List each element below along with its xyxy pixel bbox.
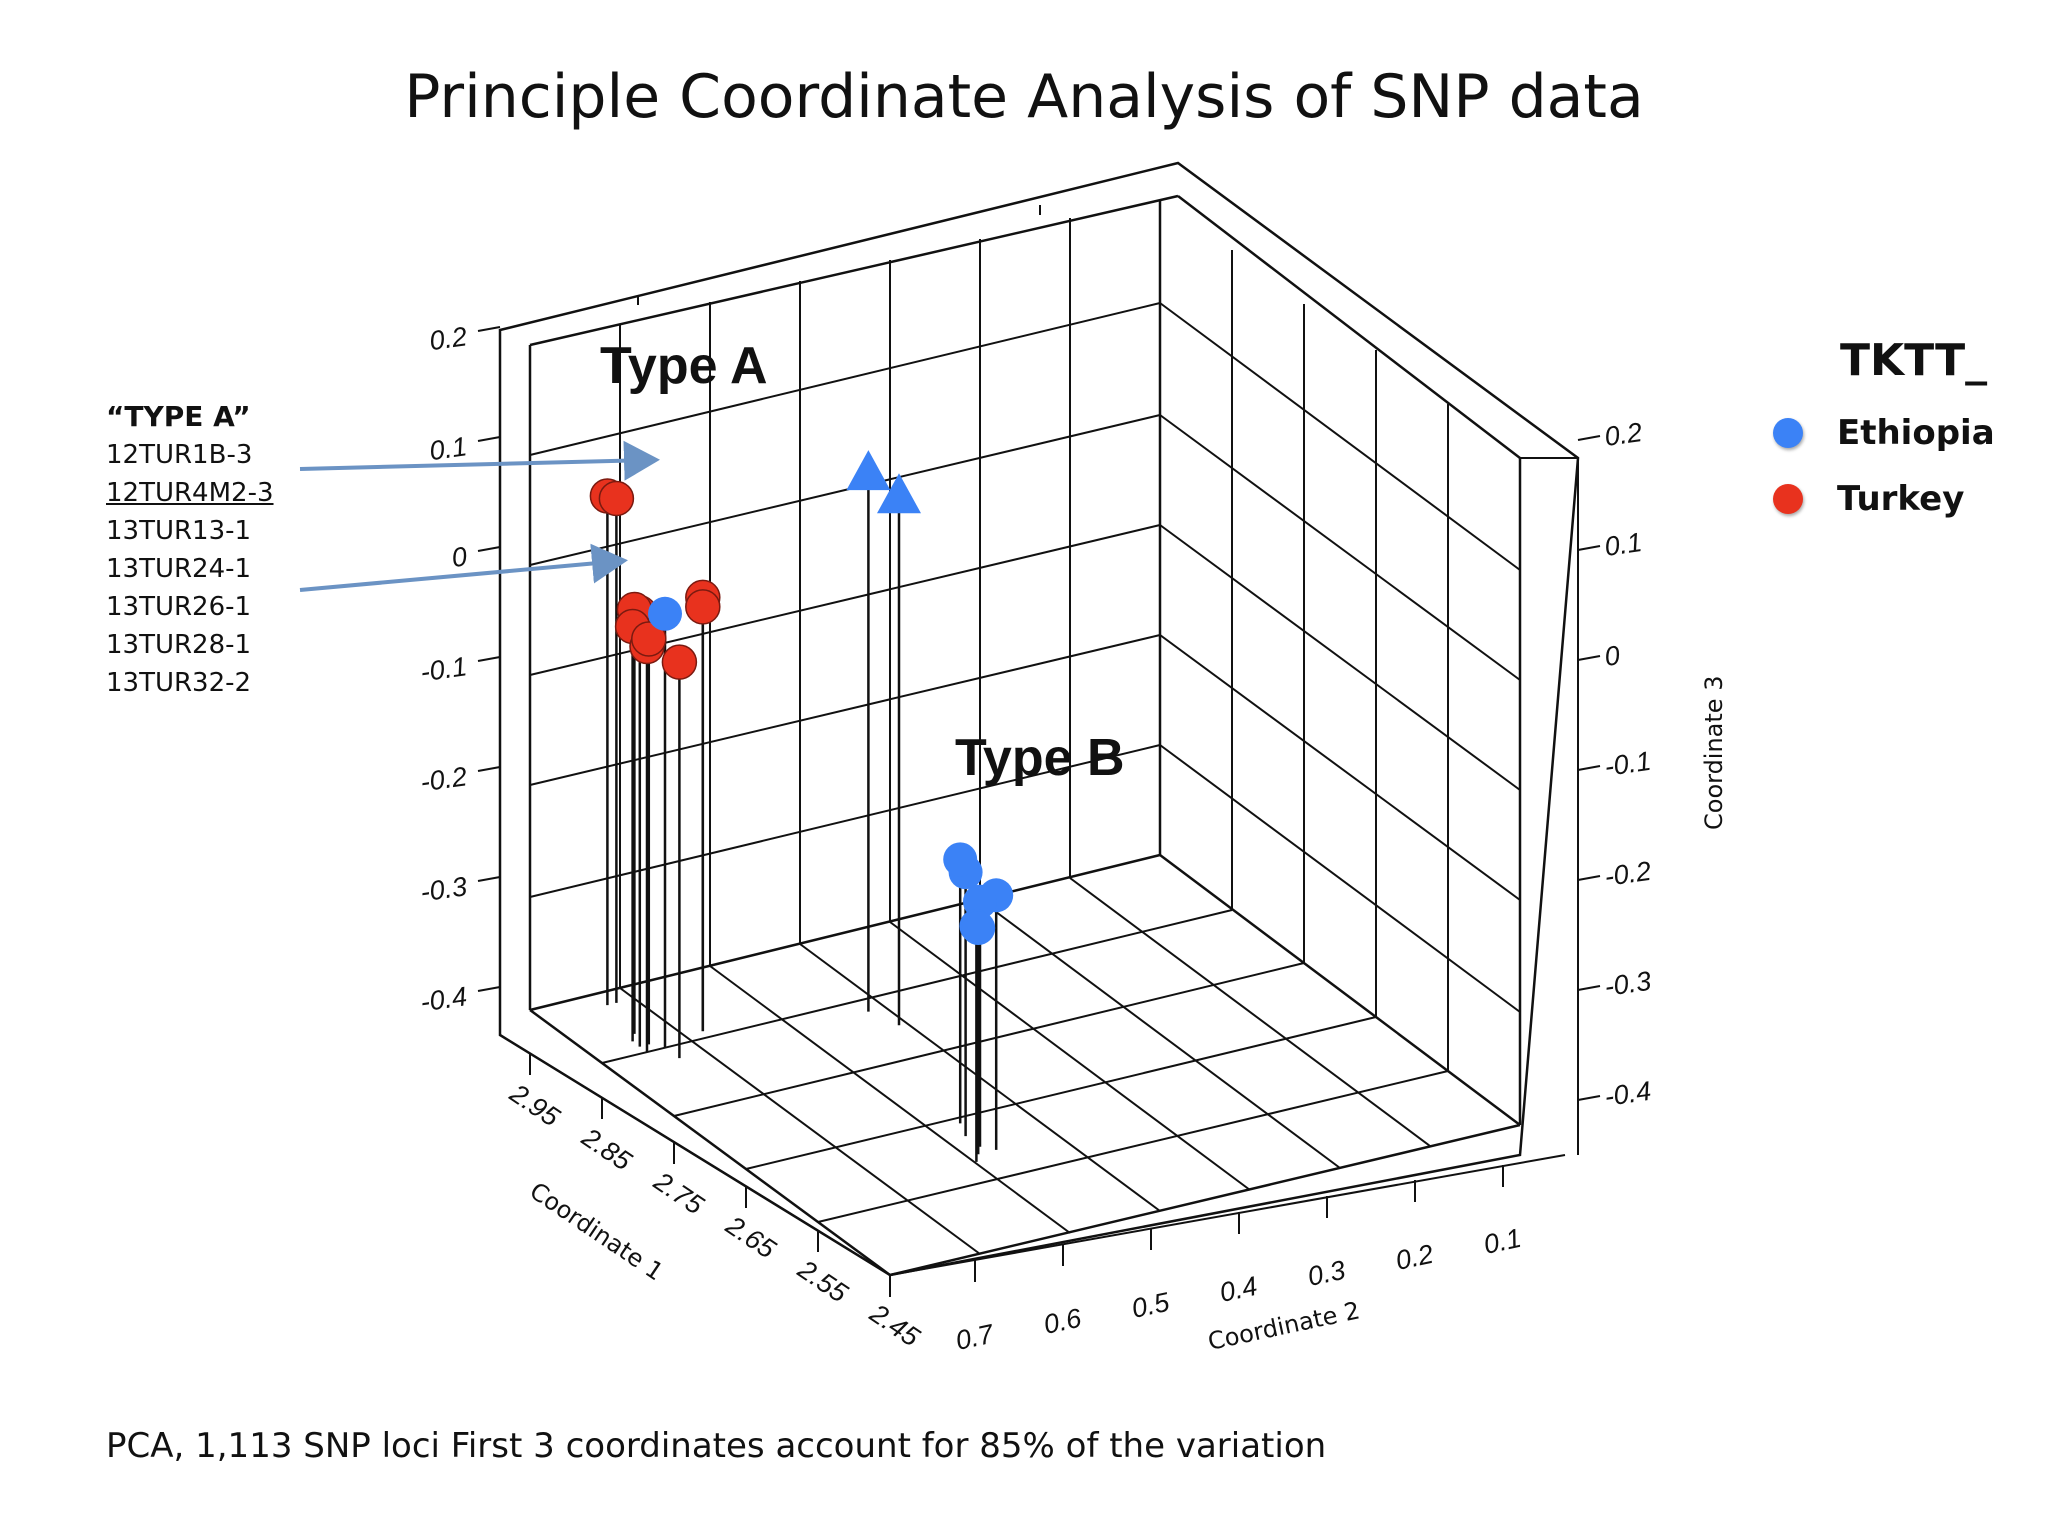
legend-title: TKTT_ <box>1840 335 1988 386</box>
legend-entry-ethiopia: Ethiopia <box>1765 400 1995 466</box>
legend: TKTT_ Ethiopia Turkey <box>1765 335 1995 532</box>
type-a-item: 13TUR32-2 <box>106 668 252 698</box>
coordinate-3-right-tick-label: -0.3 <box>1603 966 1653 1002</box>
coordinate-1-tick-label: 2.65 <box>720 1210 782 1265</box>
coordinate-1-axis <box>499 1034 891 1297</box>
coordinate-3-right-tick-label: 0.1 <box>1603 527 1644 562</box>
coordinate-3-left-axis <box>477 326 501 1035</box>
annotation-type-b: Type B <box>955 729 1125 787</box>
coordinate-3-left-tick-label: -0.1 <box>419 651 469 687</box>
turkey-point <box>631 621 667 657</box>
coordinate-3-right-tick-labels: 0.2 0.1 0 -0.1 -0.2 -0.3 -0.4 <box>1603 417 1653 1112</box>
chart-title: Principle Coordinate Analysis of SNP dat… <box>404 62 1644 132</box>
legend-label-turkey: Turkey <box>1837 479 1965 519</box>
coordinate-2-axis <box>889 1154 1566 1282</box>
coordinate-1-tick-label: 2.85 <box>576 1122 638 1177</box>
legend-label-ethiopia: Ethiopia <box>1837 413 1995 453</box>
data-markers <box>589 450 1014 946</box>
coordinate-2-tick-label: 0.2 <box>1393 1239 1436 1276</box>
coordinate-1-tick-label: 2.45 <box>864 1298 926 1353</box>
coordinate-3-label: Coordinate 3 <box>1700 676 1728 830</box>
type-a-sample-list: “TYPE A” 12TUR1B-3 12TUR4M2-3 13TUR13-1 … <box>106 398 274 702</box>
coordinate-2-tick-label: 0.7 <box>953 1319 997 1356</box>
coordinate-2-tick-label: 0.5 <box>1129 1287 1173 1324</box>
coordinate-2-tick-label: 0.4 <box>1217 1271 1260 1308</box>
coordinate-3-left-tick-label: 0.2 <box>427 321 468 356</box>
coordinate-3-left-tick-label: -0.4 <box>419 981 469 1017</box>
type-a-item: 12TUR4M2-3 <box>106 478 274 508</box>
coordinate-3-left-tick-label: -0.3 <box>419 871 469 907</box>
ethiopia-point <box>648 596 682 631</box>
legend-entry-turkey: Turkey <box>1765 466 1995 532</box>
coordinate-1-tick-label: 2.95 <box>504 1078 566 1133</box>
type-a-header: “TYPE A” <box>106 400 251 433</box>
coordinate-2-tick-label: 0.3 <box>1305 1255 1348 1292</box>
type-a-item: 13TUR26-1 <box>106 592 252 622</box>
coordinate-3-left-tick-labels: 0.2 0.1 0 -0.1 -0.2 -0.3 -0.4 <box>419 321 469 1017</box>
type-a-item: 12TUR1B-3 <box>106 440 253 470</box>
footnote: PCA, 1,113 SNP loci First 3 coordinates … <box>106 1426 1327 1466</box>
coordinate-2-tick-label: 0.6 <box>1041 1303 1085 1340</box>
arrow-to-type-a-upper <box>299 440 660 481</box>
ethiopia-triangle-marker <box>877 473 921 514</box>
coordinate-3-right-tick-label: 0.2 <box>1603 417 1644 452</box>
back-left-wall-grid <box>529 205 1161 988</box>
turkey-point <box>661 644 698 680</box>
coordinate-3-right-tick-label: -0.1 <box>1603 746 1653 782</box>
coordinate-1-tick-label: 2.75 <box>648 1166 710 1221</box>
ethiopia-point <box>943 842 978 877</box>
coordinate-1-label: Coordinate 1 <box>525 1177 669 1287</box>
ethiopia-point <box>961 911 996 946</box>
coordinate-3-right-tick-label: -0.2 <box>1603 856 1653 892</box>
type-a-item: 13TUR28-1 <box>106 630 252 660</box>
coordinate-3-right-tick-label: -0.4 <box>1603 1076 1653 1112</box>
turkey-point <box>598 480 635 517</box>
coordinate-3-left-tick-label: -0.2 <box>419 761 469 797</box>
back-right-wall-grid <box>1159 250 1521 1071</box>
coordinate-2-tick-label: 0.1 <box>1481 1223 1524 1260</box>
plot-box-frame <box>498 161 1580 1277</box>
coordinate-3-right-tick-label: 0 <box>1603 640 1622 672</box>
annotation-type-a: Type A <box>600 337 768 395</box>
turkey-point <box>685 589 721 625</box>
type-a-item: 13TUR13-1 <box>106 516 252 546</box>
legend-swatch-ethiopia <box>1773 418 1803 448</box>
coordinate-3-right-axis <box>1520 435 1601 1155</box>
arrow-to-type-a-lower <box>299 543 628 592</box>
coordinate-3-left-tick-label: 0.1 <box>427 431 468 466</box>
coordinate-3-left-tick-label: 0 <box>450 541 469 573</box>
coordinate-1-tick-label: 2.55 <box>792 1254 854 1309</box>
coordinate-2-tick-labels: 0.7 0.6 0.5 0.4 0.3 0.2 0.1 <box>953 1223 1524 1356</box>
type-a-item: 13TUR24-1 <box>106 554 252 584</box>
ethiopia-triangle-marker <box>846 450 891 491</box>
legend-swatch-turkey <box>1773 484 1803 514</box>
